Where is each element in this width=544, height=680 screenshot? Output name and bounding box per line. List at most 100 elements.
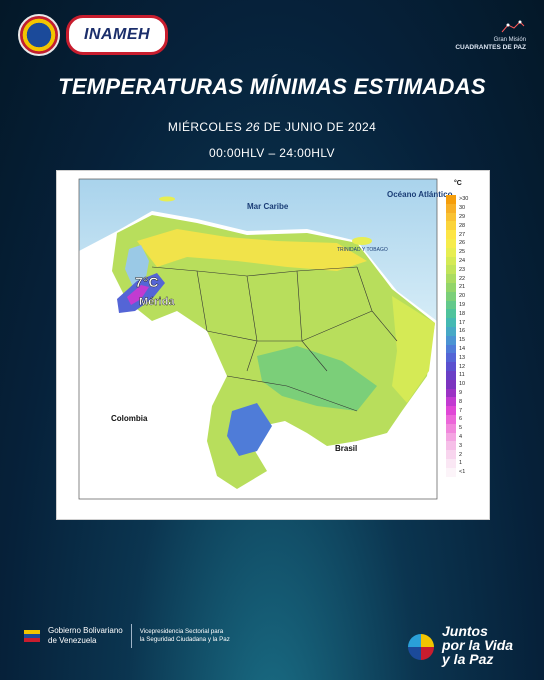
legend-swatch bbox=[446, 274, 456, 283]
legend-swatch bbox=[446, 238, 456, 248]
legend-label: 11 bbox=[459, 372, 465, 379]
legend-swatch bbox=[446, 300, 456, 310]
legend-row: 17 bbox=[446, 318, 486, 327]
legend-label: 29 bbox=[459, 213, 466, 220]
map-border bbox=[78, 178, 438, 500]
legend-swatch bbox=[446, 318, 456, 327]
legend-row: 27 bbox=[446, 230, 486, 239]
gov-line1: Gobierno Bolivariano bbox=[48, 626, 123, 635]
forecast-date: MIÉRCOLES 26 DE JUNIO DE 2024 bbox=[0, 120, 544, 134]
legend-swatch bbox=[446, 309, 456, 319]
legend-label: 24 bbox=[459, 257, 466, 264]
legend-swatch bbox=[446, 432, 456, 442]
legend-swatch bbox=[446, 353, 456, 363]
aruba-curacao-island bbox=[159, 196, 175, 202]
legend-label: 14 bbox=[459, 345, 466, 352]
legend-label: 4 bbox=[459, 433, 463, 440]
cuadrantes-line1: Gran Misión bbox=[493, 37, 526, 43]
lake-maracaibo bbox=[125, 245, 149, 287]
legend-swatch bbox=[446, 195, 456, 204]
legend-row: 20 bbox=[446, 291, 486, 301]
legend-row: 26 bbox=[446, 238, 486, 248]
ocean-label: Océano Atlántico bbox=[387, 190, 453, 199]
margarita-island bbox=[352, 237, 372, 245]
legend-label: 12 bbox=[459, 363, 466, 370]
header-logos: INAMEH bbox=[18, 14, 168, 56]
legend-swatch bbox=[446, 221, 456, 231]
brasil-label: Brasil bbox=[335, 444, 357, 453]
legend-label: 5 bbox=[459, 425, 463, 432]
legend-label: 28 bbox=[459, 222, 466, 229]
legend-swatch bbox=[446, 230, 456, 239]
forecast-hours: 00:00HLV – 24:00HLV bbox=[209, 146, 335, 160]
legend-label: 19 bbox=[459, 301, 466, 308]
legend-swatch bbox=[446, 370, 456, 380]
legend-swatch bbox=[446, 458, 456, 468]
legend-row: 22 bbox=[446, 274, 486, 283]
legend-rows: >30 30 29 28 27 26 25 24 23 22 21 20 19 18 17 16 15 14 13 1… bbox=[446, 195, 486, 477]
legend-swatch bbox=[446, 414, 456, 424]
legend-swatch bbox=[446, 388, 456, 398]
slogan-line3: y la Paz bbox=[442, 651, 494, 667]
sea-label: Mar Caribe bbox=[247, 202, 289, 211]
legend-row: 29 bbox=[446, 212, 486, 222]
guayana-highlands bbox=[257, 346, 377, 411]
legend-label: 27 bbox=[459, 231, 466, 238]
legend-swatch bbox=[446, 326, 456, 336]
cuadrantes-line2: CUADRANTES DE PAZ bbox=[455, 44, 526, 51]
legend-row: 7 bbox=[446, 406, 486, 415]
legend-swatch bbox=[446, 203, 456, 213]
legend-swatch bbox=[446, 256, 456, 266]
legend-label: 15 bbox=[459, 337, 466, 344]
trinidad-label: TRINIDAD Y TOBAGO bbox=[337, 247, 388, 253]
legend-label: 10 bbox=[459, 381, 466, 388]
juntos-circle-icon bbox=[408, 634, 434, 660]
legend-swatch bbox=[446, 335, 456, 345]
legend-swatch bbox=[446, 344, 456, 354]
legend-row: 4 bbox=[446, 432, 486, 442]
legend-label: 17 bbox=[459, 319, 466, 326]
legend-row: 15 bbox=[446, 335, 486, 345]
legend-row: 14 bbox=[446, 344, 486, 354]
legend-row: >30 bbox=[446, 195, 486, 204]
legend-swatch bbox=[446, 291, 456, 301]
merida-cold-core bbox=[127, 285, 149, 305]
legend-row: 8 bbox=[446, 397, 486, 407]
slogan-line2: por la Vida bbox=[442, 637, 514, 653]
legend-swatch bbox=[446, 441, 456, 451]
venezuela-flag-icon bbox=[24, 630, 40, 642]
constellation-icon bbox=[501, 20, 525, 33]
legend-swatch bbox=[446, 397, 456, 407]
legend-label: 18 bbox=[459, 310, 466, 317]
legend-row: 10 bbox=[446, 379, 486, 389]
date-prefix: MIÉRCOLES bbox=[167, 120, 246, 134]
legend-row: 25 bbox=[446, 247, 486, 257]
slogan-line1: Juntos bbox=[442, 623, 488, 639]
legend-label: 7 bbox=[459, 407, 463, 414]
legend-label: 8 bbox=[459, 398, 463, 405]
legend-label: 13 bbox=[459, 354, 466, 361]
footer-government: Gobierno Bolivariano de Venezuela Vicepr… bbox=[24, 624, 230, 648]
legend-label: 25 bbox=[459, 249, 466, 256]
coat-of-arms-logo bbox=[18, 14, 60, 56]
legend-swatch bbox=[446, 406, 456, 415]
legend-row: 30 bbox=[446, 203, 486, 213]
colombia-label: Colombia bbox=[111, 414, 148, 423]
footer-divider bbox=[130, 624, 132, 648]
gov-line2: de Venezuela bbox=[48, 636, 97, 645]
date-day: 26 bbox=[245, 120, 260, 134]
merida-label: Mérida bbox=[139, 296, 175, 308]
map-graphic: Mar Caribe Océano Atlántico TRINIDAD Y T… bbox=[78, 178, 453, 500]
guyana-region bbox=[392, 296, 435, 403]
legend-swatch bbox=[446, 212, 456, 222]
legend-row: 21 bbox=[446, 282, 486, 292]
state-boundaries bbox=[151, 266, 398, 412]
legend-label: 21 bbox=[459, 284, 466, 291]
legend-row: 1 bbox=[446, 458, 486, 468]
legend-label: 30 bbox=[459, 205, 466, 212]
legend-label: 23 bbox=[459, 266, 466, 273]
vice-line2: la Seguridad Ciudadana y la Paz bbox=[139, 636, 230, 643]
vice-line1: Vicepresidencia Sectorial para bbox=[139, 628, 224, 635]
legend-row: 2 bbox=[446, 450, 486, 459]
legend-label: 20 bbox=[459, 293, 466, 300]
